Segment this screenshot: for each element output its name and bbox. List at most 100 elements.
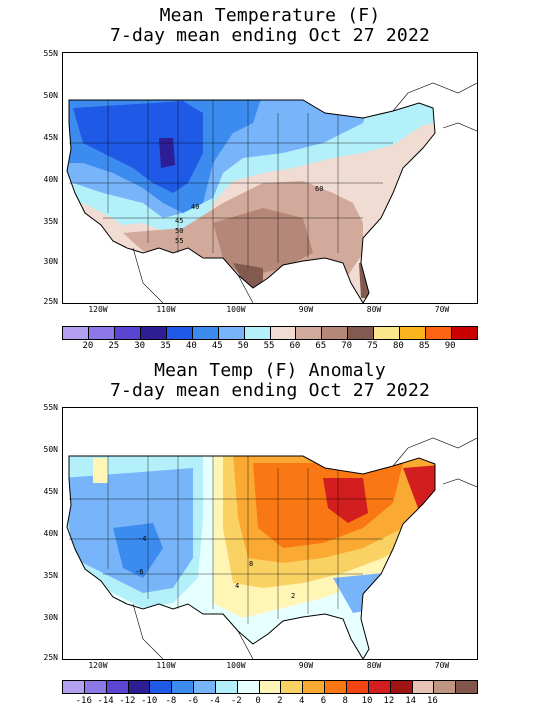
legend-swatch — [412, 681, 435, 693]
legend-label: 35 — [160, 341, 171, 351]
top-lat-tick: 40N — [43, 175, 58, 184]
legend-label: 0 — [255, 696, 261, 706]
legend-swatch — [63, 327, 89, 339]
legend-label: 20 — [82, 341, 94, 351]
legend-swatch — [88, 327, 115, 339]
legend-swatch — [244, 327, 271, 339]
legend-label: -12 — [119, 696, 136, 706]
bottom-lat-tick: 50N — [43, 445, 58, 454]
top-lat-tick: 50N — [43, 91, 58, 100]
top-lat-tick: 30N — [43, 257, 58, 266]
legend-swatch — [128, 681, 151, 693]
legend-swatch — [368, 681, 391, 693]
legend-label: 30 — [134, 341, 146, 351]
legend-swatch — [172, 681, 195, 693]
top-lat-tick: 35N — [43, 217, 58, 226]
legend-label: 10 — [361, 696, 373, 706]
top-contour-label-60: 60 — [315, 185, 323, 193]
legend-swatch — [218, 327, 245, 339]
legend-swatch — [346, 681, 369, 693]
bottom-lon-tick: 120W — [88, 661, 108, 670]
top-contour-label-45: 45 — [175, 217, 183, 225]
legend-swatch — [374, 327, 401, 339]
bottom-contour-label-m6: -6 — [135, 568, 143, 576]
legend-label: 85 — [418, 341, 430, 351]
bottom-anomaly-map: -4 -6 8 4 2 — [62, 407, 478, 660]
legend-label: 8 — [342, 696, 348, 706]
bottom-contour-label-8: 8 — [249, 560, 253, 568]
legend-label: 6 — [320, 696, 327, 706]
legend-swatch — [400, 327, 427, 339]
top-title-line2: 7-day mean ending Oct 27 2022 — [109, 25, 431, 46]
legend-label: -6 — [187, 696, 199, 706]
top-lon-tick: 100W — [226, 305, 246, 314]
top-map-graphic: 40 45 50 55 60 — [63, 53, 477, 303]
bottom-contour-label-m4: -4 — [138, 535, 146, 543]
bottom-lon-tick: 110W — [156, 661, 176, 670]
top-contour-label-40: 40 — [191, 203, 199, 211]
bottom-contour-label-2: 2 — [291, 592, 295, 600]
top-lat-tick: 55N — [43, 49, 58, 58]
legend-swatch — [140, 327, 167, 339]
bottom-lat-tick: 45N — [43, 487, 58, 496]
bottom-map-graphic: -4 -6 8 4 2 — [63, 408, 477, 659]
bottom-title-line2: 7-day mean ending Oct 27 2022 — [109, 380, 431, 401]
bottom-lon-tick: 100W — [226, 661, 246, 670]
top-title-line1: Mean Temperature (F) — [159, 5, 381, 26]
legend-label: 70 — [341, 341, 353, 351]
legend-label: -10 — [141, 696, 158, 706]
legend-swatch — [84, 681, 107, 693]
top-color-legend — [62, 326, 478, 340]
legend-swatch — [114, 327, 141, 339]
legend-swatch — [322, 327, 349, 339]
bottom-lon-tick: 80W — [366, 661, 382, 670]
top-lon-tick: 80W — [366, 305, 382, 314]
legend-label: -4 — [209, 696, 220, 706]
legend-label: 90 — [444, 341, 456, 351]
top-contour-label-50: 50 — [175, 227, 183, 235]
legend-swatch — [434, 681, 457, 693]
legend-label: 55 — [263, 341, 275, 351]
bottom-lon-tick: 70W — [434, 661, 450, 670]
legend-swatch — [192, 327, 219, 339]
bottom-title-line1: Mean Temp (F) Anomaly — [154, 360, 386, 381]
bottom-lat-tick: 55N — [43, 403, 58, 412]
bottom-color-legend — [62, 680, 478, 694]
legend-swatch — [348, 327, 375, 339]
legend-swatch — [281, 681, 304, 693]
top-temperature-map: 40 45 50 55 60 — [62, 52, 478, 304]
top-lat-tick: 45N — [43, 133, 58, 142]
top-lon-tick: 120W — [88, 305, 108, 314]
top-lat-tick: 25N — [43, 297, 58, 306]
legend-label: 2 — [277, 696, 283, 706]
legend-swatch — [452, 327, 477, 339]
legend-label: -2 — [230, 696, 242, 706]
legend-swatch — [303, 681, 326, 693]
legend-label: 4 — [298, 696, 305, 706]
legend-label: 80 — [392, 341, 404, 351]
legend-swatch — [456, 681, 478, 693]
top-lon-tick: 110W — [156, 305, 176, 314]
legend-label: 25 — [108, 341, 120, 351]
legend-label: -16 — [75, 696, 92, 706]
bottom-contour-label-4: 4 — [235, 582, 239, 590]
legend-label: 14 — [405, 696, 417, 706]
legend-label: 40 — [185, 341, 197, 351]
legend-swatch — [150, 681, 173, 693]
legend-label: 50 — [237, 341, 249, 351]
legend-label: 75 — [367, 341, 378, 351]
legend-swatch — [237, 681, 260, 693]
legend-swatch — [215, 681, 238, 693]
bottom-lat-tick: 25N — [43, 653, 58, 662]
legend-swatch — [63, 681, 85, 693]
bottom-lat-tick: 35N — [43, 571, 58, 580]
legend-label: 16 — [426, 696, 438, 706]
top-lon-tick: 90W — [298, 305, 314, 314]
legend-label: 12 — [383, 696, 395, 706]
legend-swatch — [259, 681, 282, 693]
legend-swatch — [166, 327, 193, 339]
bottom-lat-tick: 40N — [43, 529, 58, 538]
top-contour-label-55: 55 — [175, 237, 183, 245]
legend-swatch — [325, 681, 347, 693]
legend-label: 60 — [289, 341, 301, 351]
